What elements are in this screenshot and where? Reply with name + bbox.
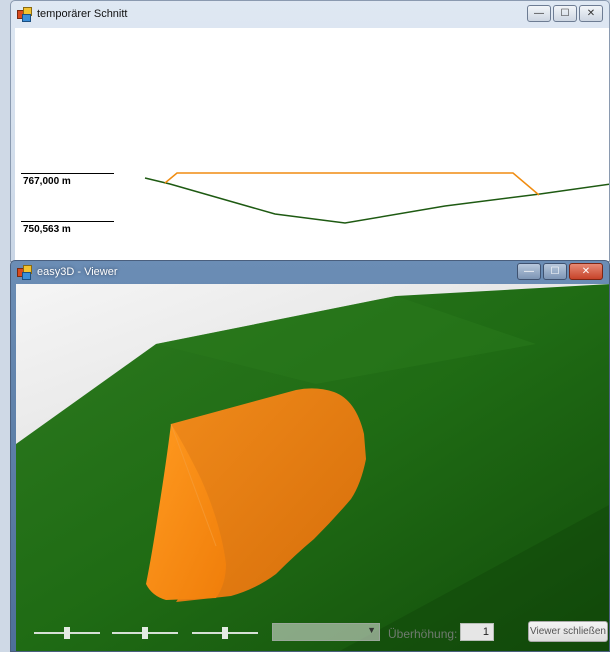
- viewer-window-title: easy3D - Viewer: [37, 266, 118, 278]
- cut-body-left-face: [146, 424, 226, 600]
- section-canvas: 767,000 m 750,563 m: [15, 28, 609, 261]
- viewer-close-button[interactable]: Viewer schließen: [528, 621, 608, 642]
- body-profile-line: [164, 172, 540, 196]
- zoom-slider[interactable]: [192, 627, 258, 639]
- close-button[interactable]: ✕: [579, 5, 603, 22]
- viewer-window: easy3D - Viewer — ☐ ✕: [10, 260, 610, 652]
- level-label-lower: 750,563 m: [23, 224, 71, 235]
- minimize-button[interactable]: —: [517, 263, 541, 280]
- viewer-3d-canvas[interactable]: ▼ Überhöhung: 1 Viewer schließen: [16, 284, 609, 651]
- terrain-lower-edge: [339, 505, 609, 651]
- slider-thumb[interactable]: [222, 627, 228, 639]
- ueberhoehung-label: Überhöhung:: [388, 627, 458, 641]
- section-profile: [144, 172, 609, 224]
- app-icon: [17, 265, 32, 280]
- section-window-titlebar[interactable]: temporärer Schnitt — ☐ ✕: [11, 1, 609, 27]
- maximize-button[interactable]: ☐: [553, 5, 577, 22]
- terrain-profile-line: [144, 177, 609, 224]
- section-window-title: temporärer Schnitt: [37, 8, 128, 20]
- level-line-lower: [21, 221, 114, 222]
- viewer-window-titlebar[interactable]: easy3D - Viewer — ☐ ✕: [11, 261, 609, 283]
- view-dropdown[interactable]: ▼: [272, 623, 380, 641]
- level-line-upper: [21, 173, 114, 174]
- ueberhoehung-input[interactable]: 1: [460, 623, 494, 641]
- minimize-button[interactable]: —: [527, 5, 551, 22]
- level-label-upper: 767,000 m: [23, 176, 71, 187]
- slider-thumb[interactable]: [142, 627, 148, 639]
- viewer-scene[interactable]: [16, 284, 609, 651]
- app-icon: [17, 7, 32, 22]
- chevron-down-icon: ▼: [367, 625, 376, 635]
- cut-body-ridge: [170, 423, 217, 547]
- maximize-button[interactable]: ☐: [543, 263, 567, 280]
- close-button[interactable]: ✕: [569, 263, 603, 280]
- section-window: temporärer Schnitt — ☐ ✕ 767,000 m 750,5…: [10, 0, 610, 262]
- terrain-shadow-facet: [156, 296, 536, 384]
- slider-thumb[interactable]: [64, 627, 70, 639]
- tilt-slider[interactable]: [112, 627, 178, 639]
- rotation-slider[interactable]: [34, 627, 100, 639]
- viewer-control-bar: ▼ Überhöhung: 1 Viewer schließen: [16, 615, 609, 651]
